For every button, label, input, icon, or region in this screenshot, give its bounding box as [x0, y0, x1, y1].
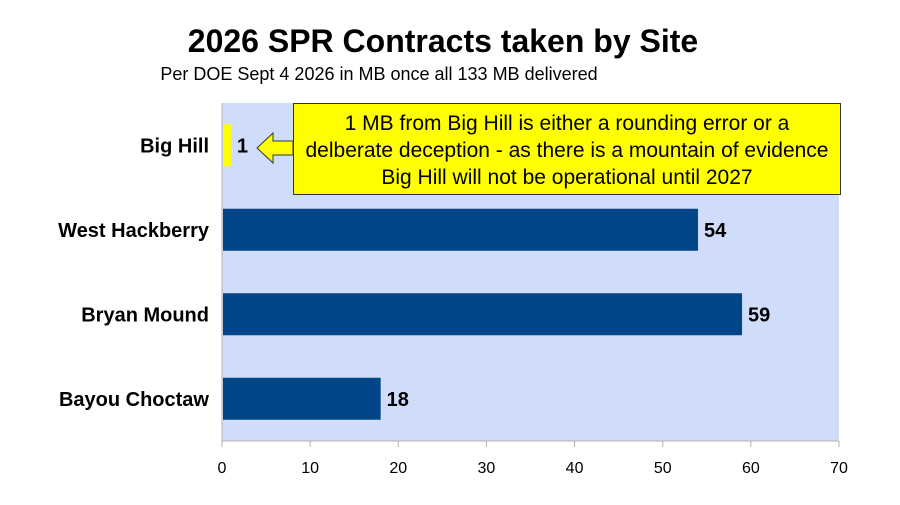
x-tick-label: 10 [301, 460, 319, 477]
bar-bayou-choctaw [223, 377, 381, 420]
category-label: Big Hill [140, 135, 209, 157]
callout-arrow [256, 131, 294, 165]
x-tick-label: 60 [742, 460, 760, 477]
x-tick-label: 20 [389, 460, 407, 477]
data-label: 59 [748, 304, 770, 326]
x-tick-label: 30 [478, 460, 496, 477]
chart-subtitle: Per DOE Sept 4 2026 in MB once all 133 M… [160, 64, 597, 84]
category-label: West Hackberry [58, 220, 210, 242]
x-axis-ticks: 0 10 20 30 40 50 60 70 [218, 441, 848, 477]
chart-title: 2026 SPR Contracts taken by Site [188, 23, 698, 59]
x-tick-label: 50 [654, 460, 672, 477]
data-labels: 1 54 59 18 [237, 135, 770, 411]
bar-bryan-mound [223, 293, 743, 336]
annotation-callout: 1 MB from Big Hill is either a rounding … [293, 103, 841, 195]
data-label: 18 [387, 389, 409, 411]
category-label: Bayou Choctaw [59, 389, 209, 411]
bars [223, 124, 743, 420]
category-label: Bryan Mound [81, 304, 209, 326]
data-label: 1 [237, 135, 248, 157]
x-tick-label: 0 [218, 460, 227, 477]
bar-big-hill [223, 124, 231, 167]
x-tick-label: 40 [566, 460, 584, 477]
category-labels: Big Hill West Hackberry Bryan Mound Bayou C… [58, 135, 210, 411]
x-tick-label: 70 [830, 460, 848, 477]
bar-west-hackberry [223, 208, 698, 251]
data-label: 54 [704, 220, 727, 242]
